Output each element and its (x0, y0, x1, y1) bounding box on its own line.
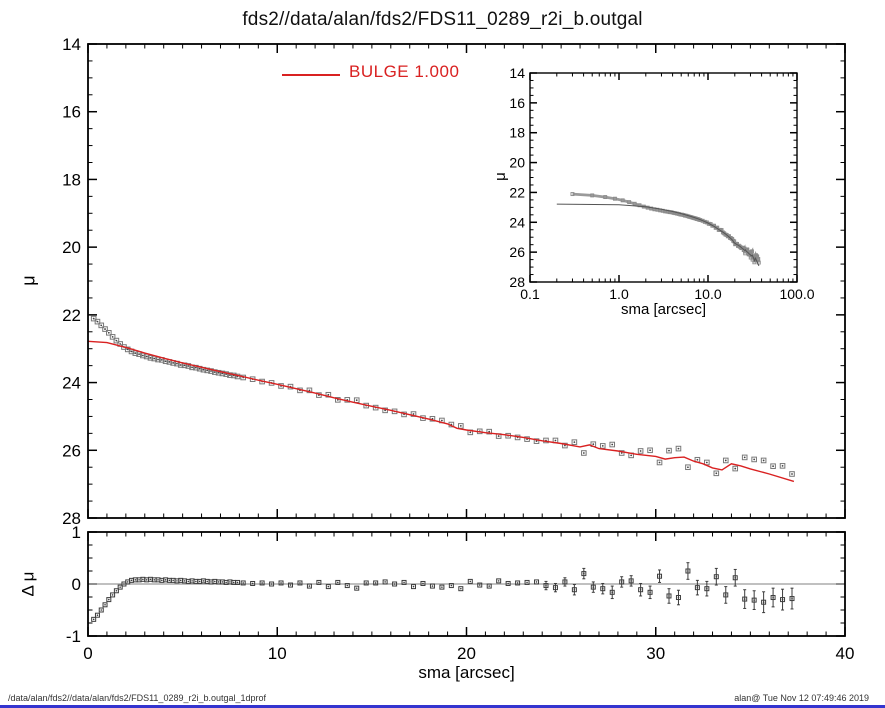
inset-x-axis-title: sma [arcsec] (620, 301, 707, 318)
svg-text:22: 22 (62, 306, 81, 325)
bulge-model-inset (556, 203, 760, 267)
inset-y-axis-title: μ (491, 172, 509, 181)
svg-text:0.1: 0.1 (520, 286, 540, 302)
svg-text:10: 10 (268, 644, 287, 663)
svg-text:100.0: 100.0 (779, 286, 814, 302)
footer-user-timestamp: alan@ Tue Nov 12 07:49:46 2019 (734, 693, 869, 703)
svg-text:24: 24 (509, 214, 525, 230)
svg-text:14: 14 (509, 65, 525, 81)
svg-text:18: 18 (62, 170, 81, 189)
main-y-axis-title: μ (18, 275, 39, 286)
svg-text:26: 26 (509, 244, 525, 260)
svg-text:14: 14 (62, 35, 81, 54)
svg-text:0: 0 (83, 644, 92, 663)
svg-text:18: 18 (509, 125, 525, 141)
svg-text:1.0: 1.0 (609, 286, 629, 302)
svg-text:40: 40 (836, 644, 855, 663)
svg-text:28: 28 (509, 274, 525, 290)
legend-model-line-swatch (282, 74, 340, 76)
legend-bulge-label: BULGE 1.000 (349, 62, 460, 81)
svg-text:20: 20 (457, 644, 476, 663)
svg-text:0: 0 (72, 575, 81, 594)
page-title: fds2//data/alan/fds2/FDS11_0289_r2i_b.ou… (242, 9, 643, 30)
main-x-axis-title: sma [arcsec] (418, 663, 515, 682)
svg-text:20: 20 (62, 238, 81, 257)
svg-text:24: 24 (62, 374, 81, 393)
bulge-model-main (87, 340, 795, 483)
residual-y-axis-title: Δ μ (18, 571, 38, 597)
observed-profile-inset (570, 192, 761, 265)
panel-main: 14 16 18 20 22 24 26 28 (62, 35, 846, 528)
residual-points-residual (91, 562, 795, 622)
observed-profile-main (90, 315, 795, 477)
svg-text:22: 22 (509, 184, 525, 200)
footer-file-path: /data/alan/fds2//data/alan/fds2/FDS11_02… (8, 693, 267, 703)
svg-text:-1: -1 (66, 627, 81, 646)
svg-text:30: 30 (646, 644, 665, 663)
svg-text:10.0: 10.0 (694, 286, 721, 302)
svg-text:20: 20 (509, 155, 525, 171)
bottom-blue-bar (0, 705, 885, 708)
svg-text:1: 1 (72, 523, 81, 542)
svg-text:16: 16 (62, 103, 81, 122)
svg-text:16: 16 (509, 95, 525, 111)
svg-text:28: 28 (62, 509, 81, 528)
svg-text:26: 26 (62, 441, 81, 460)
panel-inset: 0.1 1.0 10.0 100.0 14 16 18 20 22 24 26 28 (509, 65, 814, 302)
